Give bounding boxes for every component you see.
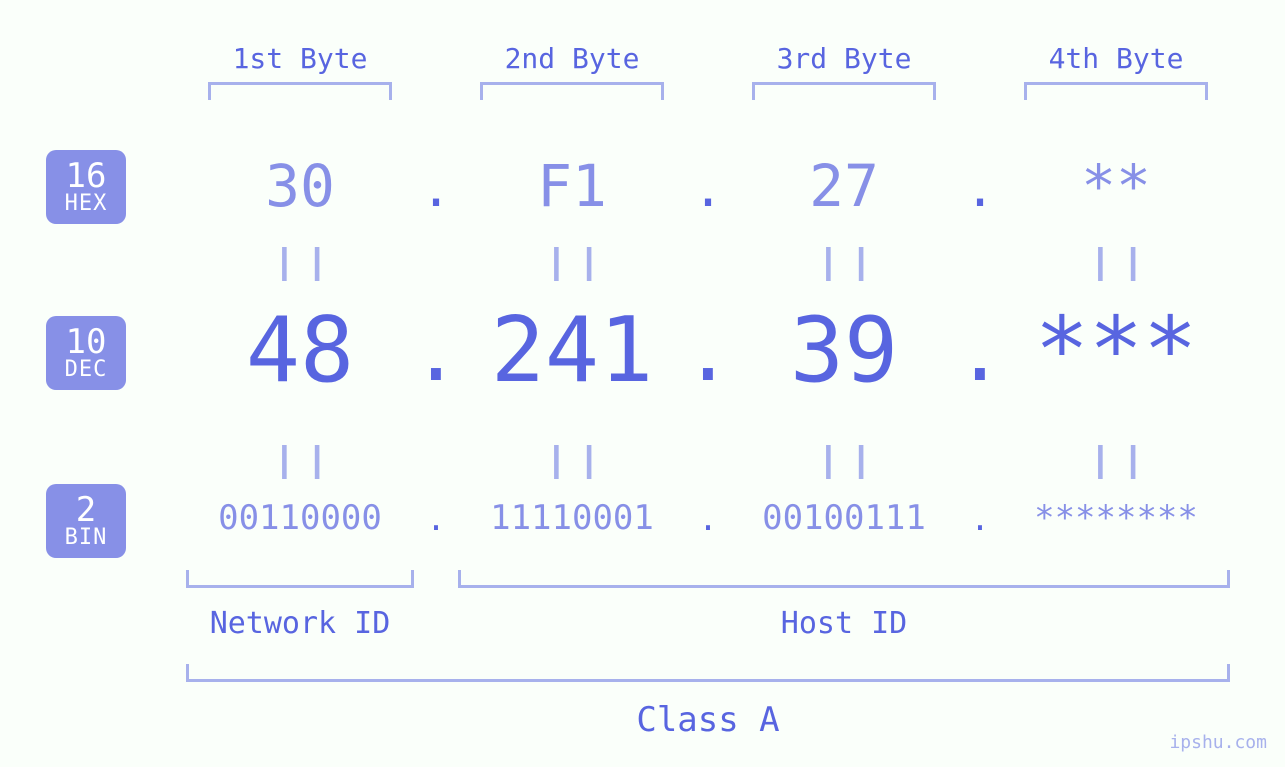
host-bracket (458, 570, 1230, 588)
network-label: Network ID (186, 606, 414, 641)
bin-byte-4: ******** (996, 498, 1236, 538)
dec-dot-2: . (678, 306, 738, 399)
badge-hex-name: HEX (65, 192, 108, 215)
top-bracket-2 (480, 82, 664, 100)
bin-dot-1: . (421, 500, 451, 538)
bin-byte-3: 00100111 (724, 498, 964, 538)
dec-byte-1: 48 (180, 298, 420, 403)
hex-byte-4: ** (996, 152, 1236, 220)
top-bracket-4 (1024, 82, 1208, 100)
class-bracket (186, 664, 1230, 682)
top-bracket-1 (208, 82, 392, 100)
badge-bin: 2 BIN (46, 484, 126, 558)
dec-dot-3: . (950, 306, 1010, 399)
host-label: Host ID (458, 606, 1230, 641)
bin-dot-3: . (965, 500, 995, 538)
equals-r1-c3: || (812, 242, 876, 282)
watermark: ipshu.com (1169, 732, 1267, 753)
byte-header-1: 1st Byte (180, 42, 420, 75)
badge-hex-base: 16 (66, 159, 107, 195)
bin-byte-2: 11110001 (452, 498, 692, 538)
badge-dec-name: DEC (65, 358, 108, 381)
dec-dot-1: . (406, 306, 466, 399)
equals-r2-c1: || (268, 440, 332, 480)
badge-bin-base: 2 (76, 493, 96, 529)
badge-dec-base: 10 (66, 325, 107, 361)
byte-header-2: 2nd Byte (452, 42, 692, 75)
dec-byte-3: 39 (724, 298, 964, 403)
equals-r2-c3: || (812, 440, 876, 480)
equals-r1-c1: || (268, 242, 332, 282)
equals-r1-c4: || (1084, 242, 1148, 282)
byte-header-4: 4th Byte (996, 42, 1236, 75)
hex-dot-3: . (960, 160, 1000, 218)
dec-byte-2: 241 (452, 298, 692, 403)
hex-byte-2: F1 (452, 152, 692, 220)
dec-byte-4: *** (996, 298, 1236, 403)
equals-r2-c4: || (1084, 440, 1148, 480)
equals-r2-c2: || (540, 440, 604, 480)
class-label: Class A (186, 700, 1230, 740)
hex-byte-1: 30 (180, 152, 420, 220)
badge-dec: 10 DEC (46, 316, 126, 390)
equals-r1-c2: || (540, 242, 604, 282)
byte-header-3: 3rd Byte (724, 42, 964, 75)
bin-dot-2: . (693, 500, 723, 538)
hex-byte-3: 27 (724, 152, 964, 220)
network-bracket (186, 570, 414, 588)
bin-byte-1: 00110000 (180, 498, 420, 538)
badge-bin-name: BIN (65, 526, 108, 549)
hex-dot-2: . (688, 160, 728, 218)
hex-dot-1: . (416, 160, 456, 218)
badge-hex: 16 HEX (46, 150, 126, 224)
top-bracket-3 (752, 82, 936, 100)
